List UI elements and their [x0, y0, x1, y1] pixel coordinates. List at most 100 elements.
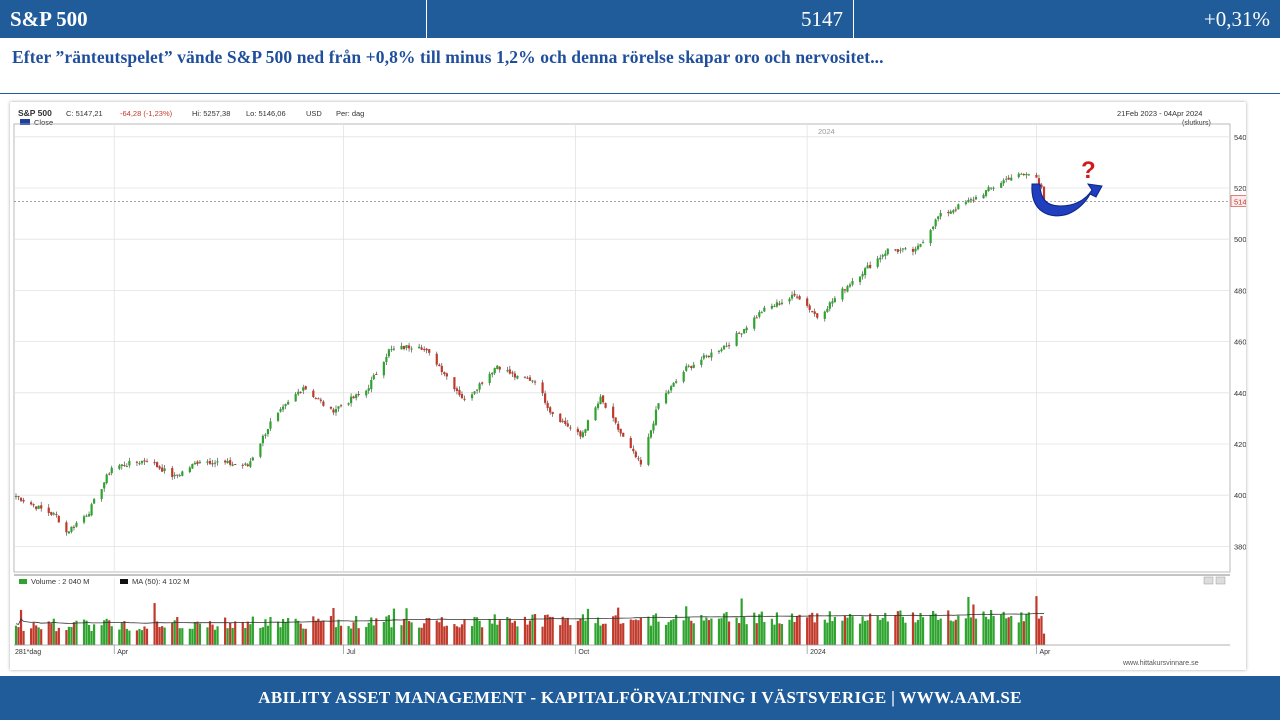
currency-label: USD	[306, 109, 322, 118]
chart-panel: S&P 500 C: 5147,21 -64,28 (-1,23%) Hi: 5…	[10, 102, 1266, 670]
expand-icon[interactable]	[1215, 576, 1226, 585]
candle-body	[664, 393, 668, 404]
volume-bar	[864, 620, 867, 645]
candle-body	[100, 489, 103, 499]
volume-bar	[813, 622, 816, 645]
volume-bar	[350, 628, 353, 645]
candle-body	[1022, 174, 1025, 176]
candle-body	[161, 467, 164, 472]
volume-bar	[284, 622, 287, 645]
candle-body	[400, 345, 403, 350]
volume-bar	[276, 621, 280, 645]
volume-bar	[581, 614, 585, 645]
candle-body	[40, 505, 43, 509]
volume-bar	[637, 620, 640, 645]
volume-bar	[851, 616, 854, 645]
candle-body	[546, 402, 549, 409]
volume-bar	[511, 622, 514, 645]
candle-body	[916, 245, 920, 250]
volume-bar	[886, 621, 889, 645]
volume-bar	[672, 619, 675, 645]
volume-bar	[47, 621, 50, 645]
ma-legend-swatch	[120, 579, 128, 584]
candle-body	[813, 311, 816, 314]
candle-body	[745, 327, 748, 331]
volume-bar	[322, 620, 325, 645]
volume-bar	[329, 616, 333, 645]
year-marker: 2024	[818, 127, 835, 136]
volume-bar	[213, 629, 217, 645]
candle-body	[722, 345, 726, 350]
candle-body	[473, 391, 476, 394]
volume-bar	[123, 621, 126, 645]
volume-bar	[153, 603, 156, 645]
candle-body	[264, 434, 267, 436]
candle-body	[629, 437, 632, 448]
x-tick-label: Oct	[578, 649, 589, 656]
volume-bar	[259, 627, 262, 645]
candle-body	[773, 305, 776, 307]
volume-bar	[770, 618, 773, 645]
candle-body	[357, 393, 360, 395]
volume-bar	[140, 630, 144, 645]
candle-body	[581, 432, 585, 438]
candle-body	[65, 522, 68, 533]
candle-body	[758, 312, 761, 317]
zoom-icon[interactable]	[1203, 576, 1214, 585]
candle-body	[352, 396, 355, 399]
volume-bar	[231, 627, 234, 645]
candle-body	[702, 355, 705, 359]
volume-bar	[135, 630, 139, 645]
volume-bar	[52, 618, 55, 645]
candle-body	[108, 473, 111, 475]
volume-bar	[100, 625, 103, 645]
candle-body	[455, 388, 459, 391]
candle-body	[531, 380, 534, 382]
volume-bar	[370, 617, 373, 645]
volume-bar	[833, 616, 836, 645]
volume-bar	[932, 610, 935, 645]
volume-bar	[700, 614, 703, 645]
question-mark: ?	[1081, 157, 1096, 184]
candle-body	[50, 511, 53, 515]
volume-bar	[455, 626, 459, 645]
index-change: +0,31%	[1203, 6, 1270, 31]
volume-bar	[937, 619, 940, 645]
candle-body	[224, 460, 227, 463]
volume-bar	[297, 620, 300, 645]
candle-body	[216, 461, 219, 463]
candle-body	[425, 348, 428, 351]
candle-body	[30, 502, 33, 505]
candle-body	[143, 460, 146, 462]
candle-body	[418, 346, 421, 349]
volume-bar	[843, 615, 847, 645]
chart-tool-icons[interactable]	[1203, 576, 1226, 585]
candle-body	[385, 356, 388, 362]
candle-body	[622, 432, 625, 437]
volume-bar	[438, 622, 441, 645]
volume-bar	[596, 617, 600, 645]
candle-body	[861, 273, 864, 277]
ma-legend: MA (50): 4 102 M	[132, 577, 190, 586]
volume-bar	[634, 619, 637, 645]
candle-body	[478, 383, 481, 390]
volume-bar	[702, 620, 705, 645]
candle-body	[561, 420, 564, 422]
volume-bar	[418, 627, 421, 645]
candle-body	[445, 373, 448, 377]
volume-bar	[722, 613, 726, 645]
volume-bar	[120, 622, 123, 645]
candle-body	[753, 317, 756, 329]
volume-bar	[811, 612, 814, 645]
candle-body	[1002, 180, 1005, 184]
candle-body	[586, 420, 590, 431]
volume-bar	[347, 626, 350, 645]
candle-body	[637, 458, 640, 460]
candle-body	[304, 386, 307, 390]
change-value: -64,28 (-1,23%)	[120, 109, 173, 118]
volume-bar	[266, 625, 270, 645]
volume-bar	[758, 614, 761, 645]
volume-bar	[302, 628, 305, 645]
volume-bar	[382, 621, 385, 645]
volume-bar	[773, 624, 776, 645]
